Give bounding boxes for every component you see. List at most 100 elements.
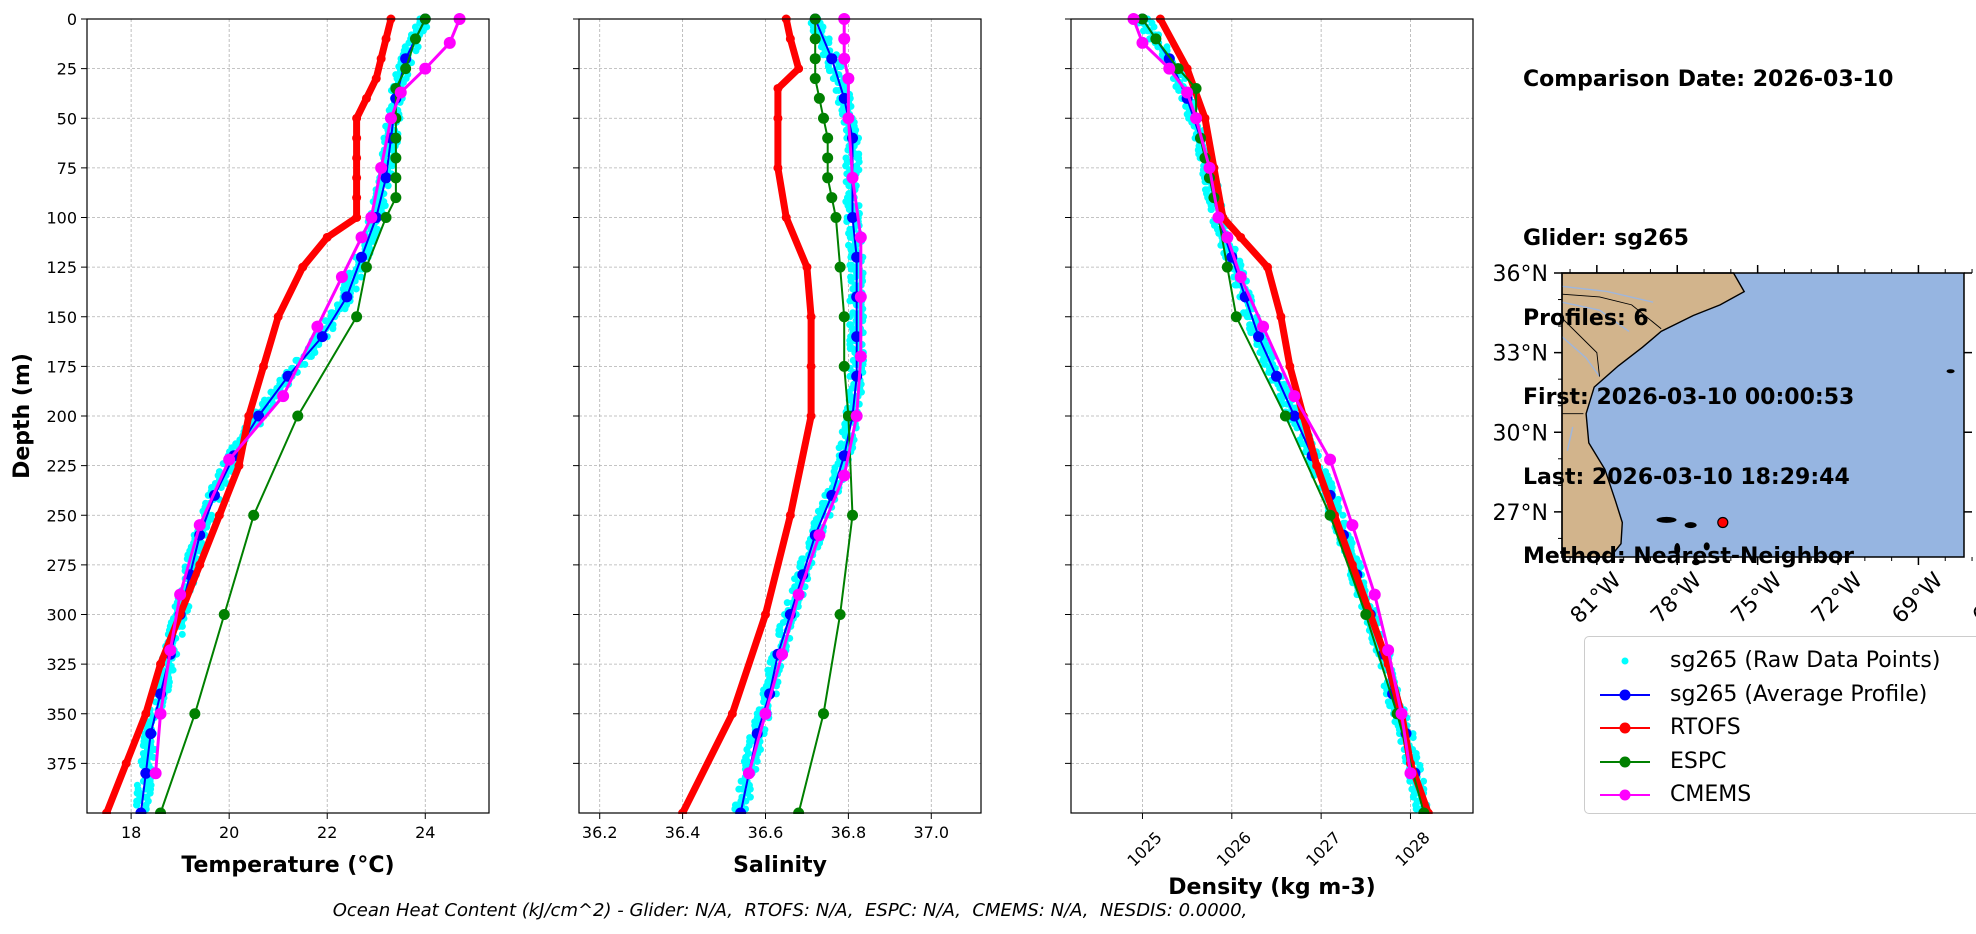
legend-item: sg265 (Raw Data Points) [1585, 646, 1976, 676]
x-tick-label: 18 [121, 823, 141, 842]
data-marker [1200, 113, 1210, 123]
data-marker [223, 453, 236, 466]
state-border [1561, 317, 1600, 377]
data-marker [1253, 331, 1265, 343]
raw-point [826, 67, 834, 75]
x-tick-label: 20 [219, 823, 239, 842]
lat-tick-label: 36°N [1493, 262, 1548, 287]
mask [1031, 814, 1513, 824]
raw-point [178, 630, 186, 638]
data-marker [356, 251, 368, 263]
river [1561, 301, 1630, 332]
x-axis-label: Temperature (°C) [181, 853, 394, 878]
data-marker [1234, 271, 1247, 284]
data-marker [826, 192, 838, 204]
raw-point [1409, 734, 1417, 742]
data-marker [234, 461, 244, 471]
x-tick-label: 1026 [1213, 828, 1255, 870]
method: Method: Nearest-Neighbor [1523, 544, 1854, 569]
density-panel: 1025 1026 1027 1028 Density (kg m-3) [1031, 13, 1513, 900]
footer-ohc: Ocean Heat Content (kJ/cm^2) - Glider: N… [332, 900, 1248, 921]
legend-label: sg265 (Average Profile) [1670, 681, 1928, 707]
legend-marker [1619, 689, 1631, 700]
data-marker [838, 52, 851, 65]
data-marker [390, 152, 402, 164]
x-axis-label: Density (kg m-3) [1168, 875, 1376, 900]
data-marker [352, 193, 362, 203]
raw-point [301, 360, 309, 368]
data-marker [292, 410, 304, 422]
y-tick-label: 25 [57, 60, 77, 79]
data-marker [776, 648, 789, 661]
data-marker [1150, 33, 1162, 45]
raw-point [1386, 702, 1394, 710]
gridlines [87, 18, 489, 813]
data-marker [818, 708, 830, 720]
first-time: First: 2026-03-10 00:00:53 [1523, 385, 1855, 410]
data-marker [195, 560, 205, 570]
data-marker [838, 311, 850, 323]
data-marker [806, 361, 816, 371]
data-marker [390, 172, 402, 184]
data-marker [443, 36, 456, 49]
data-marker [140, 767, 152, 779]
y-tick-label: 325 [46, 655, 77, 674]
legend-label: RTOFS [1670, 715, 1741, 740]
data-marker [1221, 231, 1234, 244]
raw-point [847, 265, 855, 273]
data-marker [352, 213, 362, 222]
series-line [747, 19, 863, 774]
series-cmems [149, 13, 466, 780]
series-cmems [1127, 13, 1417, 780]
raw-point [746, 793, 754, 801]
lat-tick-label: 30°N [1493, 421, 1548, 446]
data-marker [352, 113, 362, 123]
y-tick-label: 200 [46, 407, 77, 426]
data-marker [156, 659, 166, 669]
y-tick-label: 0 [67, 10, 77, 29]
legend-marker [1619, 722, 1631, 734]
x-tick-label: 36.2 [582, 823, 618, 842]
data-marker [248, 509, 260, 521]
data-marker [380, 212, 392, 223]
data-marker [838, 32, 851, 45]
data-marker [352, 133, 362, 143]
data-marker [854, 290, 867, 303]
data-marker [1257, 320, 1270, 333]
data-marker [390, 192, 402, 204]
lon-tick-label: 66°W [1968, 568, 1976, 629]
data-marker [214, 510, 224, 520]
data-marker [1395, 707, 1408, 720]
island [1703, 542, 1710, 551]
data-marker [773, 113, 783, 123]
data-marker [1181, 86, 1194, 99]
data-marker [277, 390, 290, 403]
data-marker [1203, 161, 1216, 174]
data-marker [1172, 63, 1184, 75]
profile-count: Profiles: 6 [1523, 305, 1649, 331]
x-tick-label: 24 [415, 823, 435, 842]
data-marker [360, 261, 372, 273]
y-tick-label: 100 [46, 209, 77, 228]
x-tick-label: 36.4 [665, 823, 701, 842]
data-marker [822, 172, 834, 184]
y-axis-label: Depth (m) [10, 353, 35, 479]
raw-point [1231, 281, 1239, 289]
data-marker [806, 312, 816, 322]
data-marker [1368, 588, 1381, 601]
raw-point [1253, 341, 1261, 349]
data-marker [1276, 312, 1286, 322]
data-marker [149, 767, 162, 780]
state-border [1561, 293, 1662, 330]
data-marker [400, 63, 412, 75]
data-marker [1230, 311, 1242, 323]
data-marker [218, 609, 230, 620]
data-marker [834, 261, 846, 273]
y-tick-label: 175 [46, 357, 77, 376]
data-marker [1324, 509, 1336, 521]
raw-point [388, 162, 396, 170]
lat-tick-label: 27°N [1493, 501, 1548, 526]
y-tick-label: 300 [46, 606, 77, 625]
lon-tick-label: 69°W [1888, 568, 1949, 629]
